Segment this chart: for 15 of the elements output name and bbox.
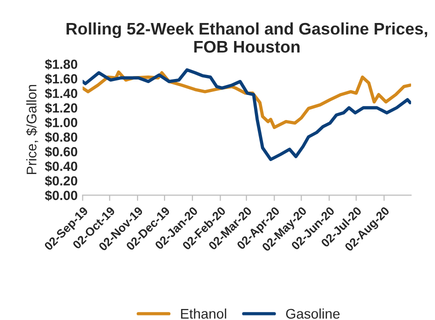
legend-label: Gasoline — [286, 308, 340, 319]
chart-title: Rolling 52-Week Ethanol and Gasoline Prices, FOB Houston — [66, 22, 428, 53]
legend-label: Ethanol — [181, 308, 226, 319]
y-tick-label: $1.60 — [44, 74, 78, 84]
line-series — [82, 68, 412, 162]
y-tick-label: $1.80 — [44, 58, 78, 70]
y-tick-label: $0.40 — [44, 161, 78, 172]
y-tick-label: $1.00 — [44, 117, 78, 128]
y-tick-label: $1.40 — [44, 88, 78, 99]
y-tick-label: $1.20 — [44, 102, 78, 114]
y-tick-label: $0.00 — [44, 190, 78, 201]
y-axis-title: Price, $/Gallon — [26, 84, 38, 174]
y-tick-label: $0.20 — [44, 176, 78, 186]
y-tick-label: $0.60 — [44, 146, 78, 158]
y-tick-label: $0.80 — [44, 132, 78, 143]
